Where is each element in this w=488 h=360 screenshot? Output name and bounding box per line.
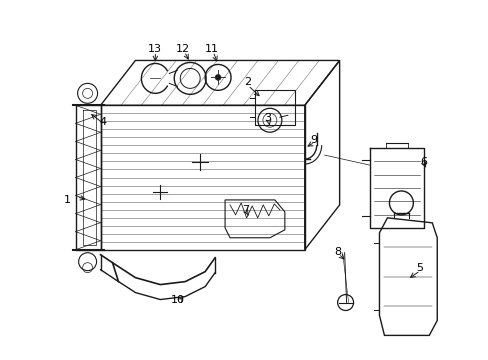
Text: 13: 13 xyxy=(147,44,161,54)
Text: 7: 7 xyxy=(242,205,249,215)
Text: 8: 8 xyxy=(333,247,341,257)
Circle shape xyxy=(215,75,221,80)
Text: 3: 3 xyxy=(264,113,271,123)
Text: 9: 9 xyxy=(309,135,317,145)
Text: 12: 12 xyxy=(176,44,190,54)
Text: 11: 11 xyxy=(204,44,219,54)
Text: 5: 5 xyxy=(415,263,422,273)
Text: 10: 10 xyxy=(171,294,185,305)
Text: 1: 1 xyxy=(64,195,71,205)
Text: 6: 6 xyxy=(419,157,426,167)
Text: 4: 4 xyxy=(99,117,106,127)
Text: 2: 2 xyxy=(244,77,251,87)
